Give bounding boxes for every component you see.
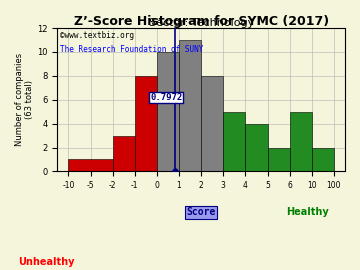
Text: Unhealthy: Unhealthy [19, 257, 75, 267]
Bar [157, 52, 179, 171]
Text: The Research Foundation of SUNY: The Research Foundation of SUNY [60, 45, 204, 54]
Text: Healthy: Healthy [286, 207, 329, 217]
Text: Score: Score [186, 207, 216, 217]
Bar [68, 160, 113, 171]
Bar [113, 136, 135, 171]
Bar [290, 112, 312, 171]
Text: 0.7972: 0.7972 [150, 93, 182, 102]
Bar [223, 112, 246, 171]
Bar [179, 40, 201, 171]
Bar [312, 147, 334, 171]
Bar [267, 147, 290, 171]
Bar [135, 76, 157, 171]
Title: Z’-Score Histogram for SYMC (2017): Z’-Score Histogram for SYMC (2017) [74, 15, 329, 28]
Bar [201, 76, 223, 171]
Bar [246, 124, 267, 171]
Y-axis label: Number of companies
(63 total): Number of companies (63 total) [15, 53, 35, 146]
Text: ©www.textbiz.org: ©www.textbiz.org [60, 31, 134, 40]
Text: Sector: Technology: Sector: Technology [149, 18, 254, 28]
